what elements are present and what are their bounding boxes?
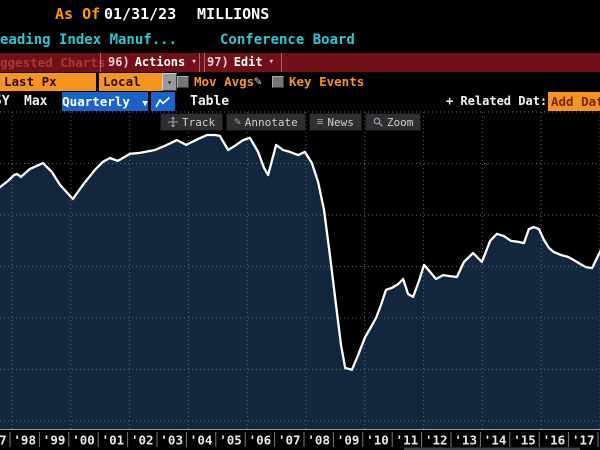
annotate-button[interactable]: ✎ Annotate: [226, 113, 306, 131]
x-tick-label: '05: [219, 433, 242, 448]
x-tick-label: '03: [160, 433, 183, 448]
x-tick-label: '02: [131, 433, 154, 448]
news-lines-icon: ≡: [316, 115, 324, 128]
x-tick-label: '09: [337, 433, 360, 448]
as-of-date: 01/31/23: [104, 5, 177, 23]
price-line: [0, 133, 600, 371]
period-dropdown[interactable]: Quarterly ▼: [62, 92, 148, 111]
caret-down-icon: ▾: [191, 57, 197, 67]
line-chart-type-button[interactable]: [151, 92, 175, 111]
mov-avgs-checkbox[interactable]: [177, 76, 189, 88]
annotate-pencil-icon: ✎: [234, 115, 241, 128]
zoom-button[interactable]: Zoom: [364, 113, 422, 131]
menu-bar: ggested Charts 96) Actions ▾ 97) Edit ▾: [0, 53, 600, 72]
x-tick-label: '98: [13, 433, 36, 448]
edit-label: Edit: [233, 55, 263, 69]
x-tick-label: '16: [543, 433, 566, 448]
x-tick-label: '08: [307, 433, 330, 448]
track-crosshair-icon: [168, 117, 178, 127]
actions-shortcut: 96): [108, 55, 130, 69]
edit-menu[interactable]: 97) Edit ▾: [199, 53, 283, 72]
last-px-field[interactable]: Last Px: [0, 73, 96, 91]
key-events-label: Key Events: [289, 74, 365, 89]
source-name: Conference Board: [220, 32, 355, 48]
x-tick-label: '15: [513, 433, 536, 448]
security-bar: eading Index Manuf... Conference Board: [0, 28, 600, 53]
x-tick-label: '12: [425, 433, 448, 448]
x-tick-label: '00: [72, 433, 95, 448]
zoom-label: Zoom: [386, 115, 414, 129]
news-label: News: [327, 115, 354, 129]
gridlines: [0, 111, 600, 429]
x-tick-label: '97: [0, 433, 7, 448]
pencil-icon[interactable]: ✎: [254, 74, 262, 89]
area-fill: [0, 135, 600, 430]
edit-shortcut: 97): [207, 55, 229, 69]
field-bar: Last Px Local CCY ▾ Mov Avgs ✎ Key Event…: [0, 72, 600, 92]
x-tick-label: '06: [249, 433, 272, 448]
local-ccy-field[interactable]: Local CCY: [99, 73, 165, 91]
x-tick-label: '07: [278, 433, 301, 448]
units-label: MILLIONS: [197, 5, 270, 23]
range-bar: 5Y Max Quarterly ▼ Table + Related Dat: …: [0, 92, 600, 111]
x-axis-labels: '97 '98 '99 '00 '01 '02 '03 '04 '05 '06 '07 '08 '09 '…: [0, 433, 595, 448]
x-tick-label: '17: [572, 433, 595, 448]
news-button[interactable]: ≡ News: [308, 113, 362, 131]
actions-label: Actions: [134, 55, 186, 69]
actions-menu[interactable]: 96) Actions ▾: [100, 53, 205, 72]
related-data-label[interactable]: + Related Dat:: [446, 94, 548, 108]
key-events-checkbox[interactable]: [272, 76, 284, 88]
annotate-label: Annotate: [244, 115, 298, 129]
x-axis-ticks: [9, 432, 599, 447]
x-tick-label: '01: [102, 433, 125, 448]
x-tick-label: '14: [484, 433, 507, 448]
range-max-button[interactable]: Max: [24, 94, 48, 109]
chart-toolbar: Track ✎ Annotate ≡ News Zoom: [160, 113, 422, 131]
security-name: eading Index Manuf...: [0, 32, 178, 48]
suggested-charts-tab[interactable]: ggested Charts: [0, 55, 106, 70]
mov-avgs-label: Mov Avgs: [194, 74, 255, 89]
track-button[interactable]: Track: [160, 113, 224, 131]
track-label: Track: [182, 115, 216, 129]
zoom-magnifier-icon: [373, 117, 383, 127]
x-tick-label: '99: [43, 433, 66, 448]
x-axis-strip: [0, 430, 600, 450]
add-data-button[interactable]: Add Data: [548, 92, 600, 111]
as-of-label: As Of: [55, 5, 101, 23]
bottom-edge-strip: [404, 447, 580, 450]
dropdown-arrow-icon: ▼: [142, 99, 148, 109]
x-tick-label: '11: [396, 433, 419, 448]
table-button[interactable]: Table: [190, 94, 230, 109]
ccy-dropdown-button[interactable]: ▾: [162, 73, 177, 91]
caret-down-icon: ▾: [268, 57, 275, 67]
line-chart-icon: [155, 96, 171, 108]
as-of-bar: As Of 01/31/23 MILLIONS: [0, 0, 600, 28]
x-tick-label: '04: [190, 433, 213, 448]
x-tick-label: '10: [366, 433, 389, 448]
x-tick-label: '13: [454, 433, 477, 448]
range-5y-button[interactable]: 5Y: [0, 94, 10, 109]
period-label: Quarterly: [62, 94, 130, 109]
